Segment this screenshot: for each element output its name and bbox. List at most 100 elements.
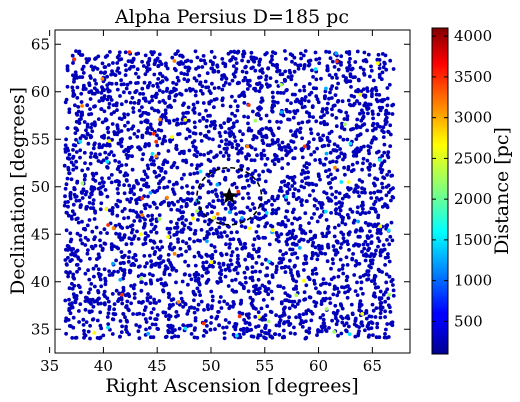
- star-point: [357, 194, 361, 199]
- star-point: [349, 103, 353, 108]
- star-point: [340, 220, 345, 225]
- star-point: [99, 301, 103, 306]
- star-point: [258, 286, 262, 291]
- star-point: [279, 189, 284, 194]
- star-point: [378, 311, 383, 315]
- y-tick-label: 40: [31, 273, 50, 291]
- star-point: [263, 190, 268, 195]
- star-point: [325, 135, 330, 140]
- star-point: [222, 336, 227, 341]
- star-point: [81, 87, 86, 92]
- star-point: [152, 108, 157, 113]
- star-point: [383, 299, 388, 304]
- star-point: [156, 327, 161, 331]
- star-point: [161, 288, 165, 293]
- star-point: [124, 304, 129, 308]
- star-point: [306, 170, 310, 175]
- star-point: [206, 307, 211, 312]
- star-point: [387, 274, 392, 279]
- star-point: [286, 201, 291, 206]
- star-point: [93, 152, 98, 157]
- star-point: [230, 202, 235, 207]
- star-point: [250, 278, 255, 283]
- star-point: [274, 267, 279, 272]
- star-point: [385, 86, 390, 90]
- star-point: [64, 247, 68, 252]
- star-point-distant: [140, 213, 145, 218]
- star-point: [96, 296, 101, 301]
- star-point: [71, 272, 76, 277]
- star-point: [181, 299, 185, 304]
- star-point: [83, 271, 88, 276]
- star-point: [89, 76, 93, 80]
- star-point: [181, 198, 185, 203]
- star-point: [329, 277, 334, 282]
- star-point: [386, 150, 391, 155]
- star-point: [143, 72, 148, 77]
- star-point: [244, 174, 249, 178]
- star-point: [142, 80, 147, 85]
- star-point: [115, 167, 120, 172]
- star-point: [276, 194, 281, 199]
- star-point: [316, 329, 320, 334]
- star-point: [64, 182, 69, 187]
- star-point: [107, 152, 111, 157]
- star-point: [65, 156, 70, 161]
- star-point: [339, 314, 343, 319]
- star-point: [291, 133, 295, 138]
- star-point: [291, 287, 296, 291]
- star-point: [214, 192, 219, 197]
- star-point: [117, 292, 121, 296]
- star-point: [131, 209, 136, 213]
- star-point: [147, 326, 152, 330]
- star-point: [300, 198, 304, 203]
- star-point-distant: [183, 118, 188, 122]
- star-point: [142, 308, 147, 312]
- star-point: [275, 233, 280, 238]
- star-point: [326, 101, 330, 106]
- star-point: [385, 205, 390, 210]
- star-point: [199, 88, 203, 93]
- star-point: [151, 83, 156, 88]
- star-point: [383, 315, 387, 319]
- star-point-distant: [253, 118, 258, 123]
- star-point: [334, 116, 339, 120]
- star-point: [358, 132, 363, 137]
- star-point: [208, 91, 213, 95]
- star-point: [291, 194, 296, 199]
- star-point: [279, 300, 284, 304]
- star-point: [110, 206, 115, 210]
- star-point: [247, 321, 252, 326]
- star-point: [218, 217, 223, 221]
- star-point: [183, 65, 188, 70]
- star-point: [290, 221, 294, 226]
- star-point: [89, 64, 94, 69]
- star-point: [286, 181, 291, 186]
- star-point-distant: [348, 141, 353, 146]
- star-point-distant: [227, 210, 232, 215]
- star-point: [149, 222, 154, 227]
- star-point: [71, 143, 76, 147]
- star-point: [145, 69, 150, 73]
- star-point: [143, 305, 148, 310]
- star-point-distant: [215, 212, 220, 216]
- star-point: [335, 168, 340, 173]
- star-point: [386, 303, 391, 308]
- star-point: [227, 200, 232, 205]
- star-point: [112, 307, 116, 312]
- star-point: [212, 86, 217, 90]
- star-point: [368, 258, 373, 263]
- star-point: [156, 109, 161, 114]
- star-point: [245, 178, 250, 183]
- star-point: [365, 242, 370, 247]
- star-point: [83, 243, 88, 247]
- star-point: [143, 96, 148, 101]
- star-point: [184, 136, 189, 141]
- star-point: [120, 237, 125, 242]
- star-point-distant: [302, 144, 307, 149]
- star-point: [369, 64, 373, 69]
- star-point: [363, 190, 367, 195]
- star-point: [321, 297, 326, 302]
- star-point: [63, 258, 68, 262]
- star-point: [141, 242, 146, 247]
